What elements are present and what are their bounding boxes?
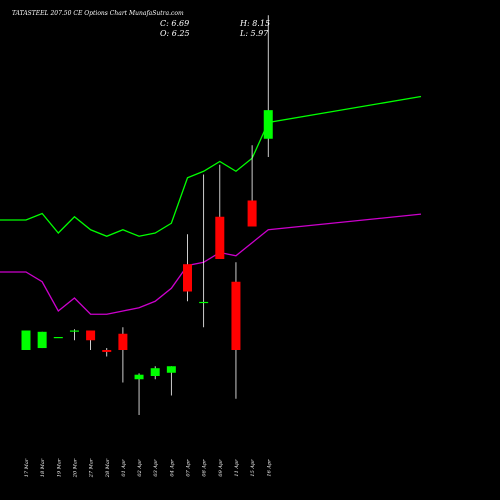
candle-03-apr — [150, 366, 160, 380]
candles — [21, 15, 273, 415]
candle-28-mar — [102, 348, 112, 357]
candle-18-mar — [37, 331, 47, 349]
open-value: O: 6.25 — [160, 29, 190, 38]
x-tick-label: 03 Apr — [153, 459, 159, 477]
x-tick-label: 28 Mar — [105, 458, 111, 478]
x-tick-label: 11 Apr — [234, 459, 240, 477]
x-tick-label: 07 Apr — [186, 459, 192, 477]
candle-19-mar — [53, 337, 63, 339]
close-value: C: 6.69 — [160, 19, 189, 28]
high-value: H: 8.15 — [239, 19, 270, 28]
candle-11-apr — [231, 262, 241, 399]
candle-08-apr — [199, 174, 209, 328]
low-value: L: 5.97 — [239, 29, 269, 38]
x-axis-labels: 17 Mar 18 Mar 19 Mar 20 Mar 27 Mar 28 Mar 01 A… — [24, 458, 272, 478]
candle-body — [150, 368, 160, 376]
x-tick-label: 02 Apr — [137, 459, 143, 477]
x-tick-label: 16 Apr — [266, 459, 272, 477]
candle-body — [102, 350, 112, 352]
candle-body — [86, 330, 96, 341]
x-tick-label: 27 Mar — [89, 458, 95, 478]
x-tick-label: 08 Apr — [202, 459, 208, 477]
candle-09-apr — [215, 164, 225, 259]
candle-02-apr — [134, 373, 144, 415]
candle-04-apr — [166, 366, 176, 396]
x-tick-label: 20 Mar — [72, 458, 78, 478]
indicator-lines — [0, 95, 422, 315]
candle-body — [118, 333, 128, 350]
candle-body — [37, 331, 47, 349]
candle-17-mar — [21, 330, 31, 350]
x-tick-label: 17 Mar — [24, 458, 30, 477]
candle-27-mar — [86, 330, 96, 350]
candle-body — [183, 264, 192, 292]
candle-body — [69, 330, 79, 332]
candle-07-apr — [183, 234, 192, 302]
candle-body — [263, 110, 273, 139]
candle-body — [247, 200, 257, 227]
candle-body — [134, 374, 144, 380]
candle-01-apr — [118, 327, 128, 383]
candle-16-apr — [263, 15, 273, 157]
x-tick-label: 18 Mar — [40, 458, 46, 477]
candle-body — [166, 366, 176, 373]
candle-body — [231, 281, 241, 350]
series-line-2 — [0, 213, 422, 315]
candle-20-mar — [69, 329, 79, 341]
candle-body — [21, 330, 31, 350]
x-tick-label: 09 Apr — [218, 459, 224, 477]
series-line-1 — [0, 95, 422, 237]
candle-15-apr — [247, 145, 257, 227]
candle-body — [199, 301, 209, 304]
candle-body — [53, 337, 63, 339]
x-tick-label: 19 Mar — [56, 458, 62, 477]
x-tick-label: 01 Apr — [121, 459, 127, 477]
candle-body — [215, 216, 225, 259]
chart-title: TATASTEEL 207.50 CE Options Chart Munafa… — [12, 10, 184, 17]
x-tick-label: 04 Apr — [169, 459, 175, 477]
x-tick-label: 15 Apr — [250, 459, 256, 477]
